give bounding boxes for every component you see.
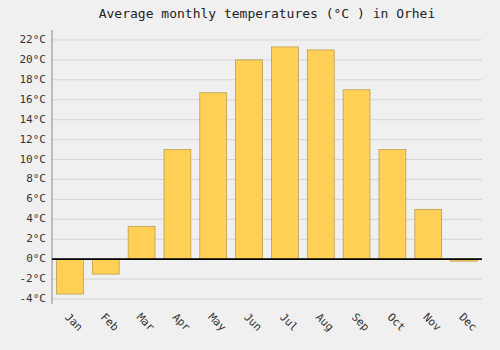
bars xyxy=(56,47,477,294)
grid-line xyxy=(52,159,482,160)
grid-line xyxy=(52,139,482,140)
x-tick-label: Jun xyxy=(241,311,264,334)
y-tick-label: 2°C xyxy=(26,232,46,245)
grid-line xyxy=(52,59,482,60)
x-tick-label: Apr xyxy=(170,311,194,335)
bar xyxy=(307,50,334,259)
bar xyxy=(415,209,442,259)
x-tick-label: Aug xyxy=(313,311,336,334)
y-tick-label: 4°C xyxy=(26,212,46,225)
bar xyxy=(200,93,227,259)
y-tick-label: 18°C xyxy=(20,73,47,86)
x-tick-label: Nov xyxy=(420,311,444,335)
bar xyxy=(92,259,119,274)
bar xyxy=(271,47,298,259)
y-tick-label: 16°C xyxy=(20,93,47,106)
grid-line xyxy=(52,39,482,40)
grid-line xyxy=(52,119,482,120)
chart: -4°C -2°C 0°C 2°C 4°C 6°C 8°C 10°C 12°C 14°C 16°C 1… xyxy=(0,0,500,350)
y-tick-label: 12°C xyxy=(20,133,47,146)
y-tick-label: 8°C xyxy=(26,172,46,185)
x-tick-label: Mar xyxy=(134,311,158,335)
x-tick-label: Sep xyxy=(349,311,372,334)
grid-line xyxy=(52,279,482,280)
y-tick-label: 0°C xyxy=(26,252,46,265)
grid xyxy=(52,40,482,299)
grid-line xyxy=(52,79,482,80)
y-tick-label: 14°C xyxy=(20,113,47,126)
y-tick-label: 6°C xyxy=(26,192,46,205)
zero-line xyxy=(52,258,482,260)
y-axis-line xyxy=(52,30,53,304)
bar xyxy=(343,90,370,259)
x-tick-label: Jul xyxy=(277,311,300,334)
grid-line xyxy=(52,179,482,180)
grid-line xyxy=(52,299,482,300)
y-tick-label: 22°C xyxy=(20,33,47,46)
y-tick-label: -4°C xyxy=(20,292,47,305)
y-tick-label: 20°C xyxy=(20,53,47,66)
x-tick-label: Dec xyxy=(456,311,479,334)
grid-line xyxy=(52,259,482,260)
grid-line xyxy=(52,99,482,100)
x-tick-label: Feb xyxy=(98,311,121,334)
y-tick-label: -2°C xyxy=(20,272,47,285)
bar xyxy=(236,60,263,259)
grid-line xyxy=(52,199,482,200)
x-tick-label: Jan xyxy=(62,311,85,334)
background xyxy=(0,0,500,350)
bar xyxy=(128,226,155,259)
title: Average monthly temperatures (°C ) in Or… xyxy=(99,6,436,21)
x-tick-label: May xyxy=(205,311,229,335)
x-tick-label: Oct xyxy=(385,311,408,334)
bar xyxy=(56,259,83,294)
y-tick-label: 10°C xyxy=(20,153,47,166)
bar xyxy=(379,150,406,260)
bar xyxy=(164,150,191,260)
